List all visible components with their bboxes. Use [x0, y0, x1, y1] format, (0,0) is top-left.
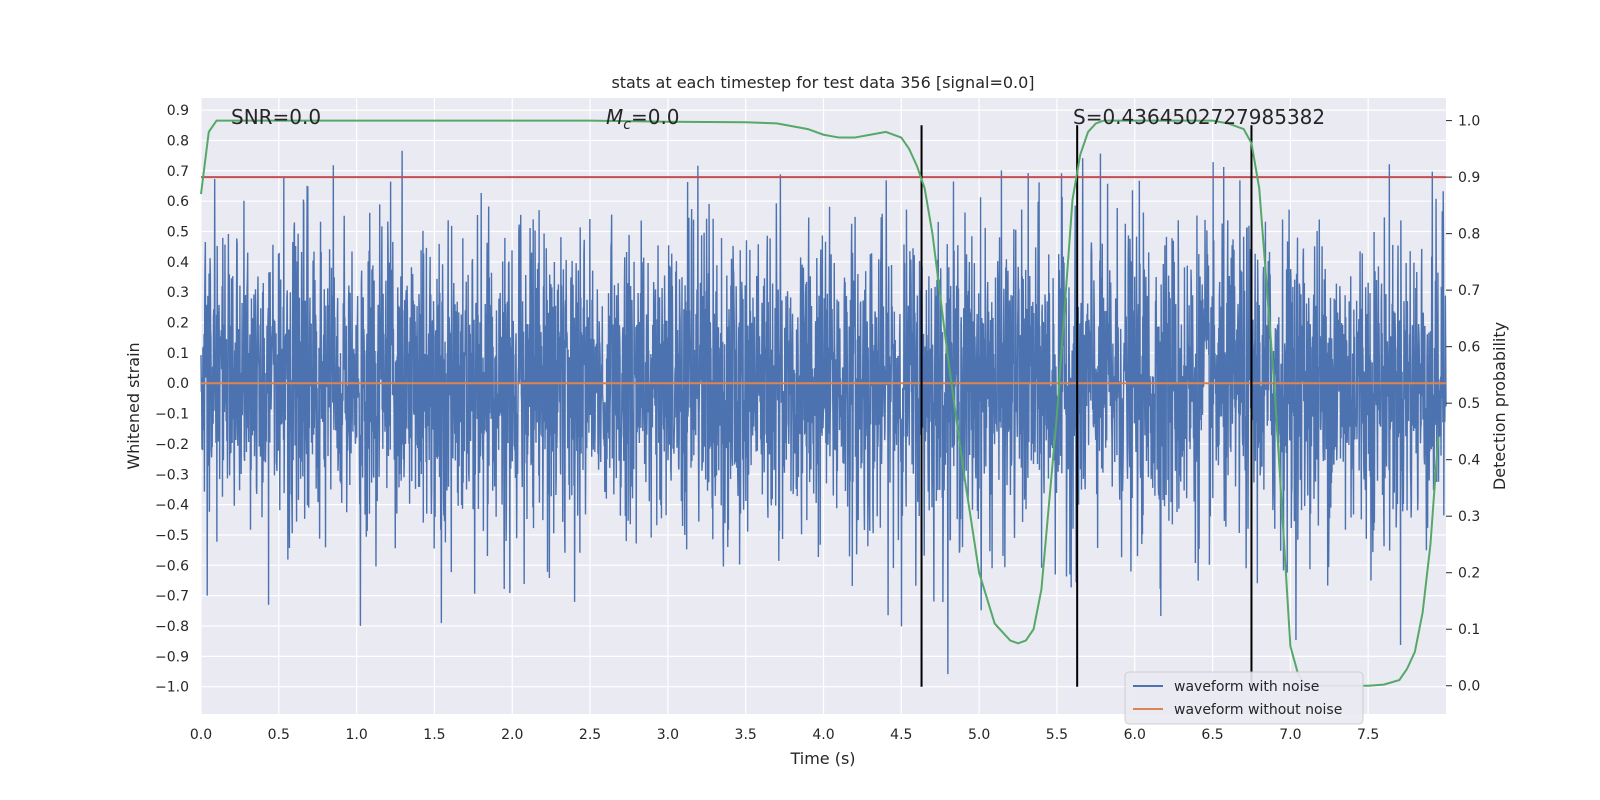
- y2-tick-labels: 1.0 0.9 0.8 0.7 0.6 0.5 0.4 0.3 0.2 0.1 0.0: [1446, 114, 1480, 695]
- y-tick-label-17: −0.8: [155, 619, 189, 635]
- y-tick-label-2: 0.7: [167, 164, 189, 180]
- y-tick-label-15: −0.6: [155, 558, 189, 574]
- x-tick-label-8: 4.0: [812, 727, 834, 743]
- y-tick-label-10: −0.1: [155, 407, 189, 423]
- y-tick-label-1: 0.8: [167, 133, 189, 149]
- legend-label-clean: waveform without noise: [1174, 702, 1342, 718]
- waveform-with-noise-line: [200, 150, 1447, 675]
- chirp-mass-subscript: c: [623, 117, 631, 133]
- x-tick-label-11: 5.5: [1046, 727, 1068, 743]
- y-tick-label-7: 0.2: [167, 316, 189, 332]
- chart-title: stats at each timestep for test data 356…: [611, 73, 1034, 92]
- x-tick-label-12: 6.0: [1124, 727, 1146, 743]
- y2-tick-label-0: 1.0: [1458, 114, 1480, 130]
- y2-tick-label-6: 0.4: [1458, 453, 1480, 469]
- y-tick-label-5: 0.4: [167, 255, 189, 271]
- y-tick-label-13: −0.4: [155, 498, 189, 514]
- legend: waveform with noise waveform without noi…: [1124, 671, 1364, 725]
- y-tick-label-14: −0.5: [155, 528, 189, 544]
- x-tick-labels: 0.0 0.5 1.0 1.5 2.0 2.5 3.0 3.5 4.0 4.5 5.0 5.5 6.0 6…: [190, 727, 1379, 743]
- y-tick-label-16: −0.7: [155, 589, 189, 605]
- y-tick-label-18: −0.9: [155, 649, 189, 665]
- y-tick-label-8: 0.1: [167, 346, 189, 362]
- y2-tick-label-3: 0.7: [1458, 283, 1480, 299]
- x-tick-label-2: 1.0: [345, 727, 367, 743]
- y-tick-label-19: −1.0: [155, 680, 189, 696]
- s-annotation: S=0.4364502727985382: [1073, 105, 1325, 129]
- y-tick-label-6: 0.3: [167, 285, 189, 301]
- x-tick-label-5: 2.5: [579, 727, 601, 743]
- x-tick-label-14: 7.0: [1279, 727, 1301, 743]
- vertical-markers: [920, 125, 1253, 687]
- waveform-with-noise-path: [200, 150, 1447, 675]
- x-tick-label-10: 5.0: [968, 727, 990, 743]
- chirp-mass-annotation: Mc=0.0: [606, 105, 680, 133]
- y2-tick-label-10: 0.0: [1458, 679, 1480, 695]
- y2-axis-label: Detection probability: [1490, 322, 1509, 490]
- x-tick-label-1: 0.5: [268, 727, 290, 743]
- x-axis-label: Time (s): [789, 749, 855, 768]
- x-tick-label-0: 0.0: [190, 727, 212, 743]
- x-tick-label-3: 1.5: [423, 727, 445, 743]
- x-tick-label-13: 6.5: [1201, 727, 1223, 743]
- x-tick-label-6: 3.0: [657, 727, 679, 743]
- snr-annotation: SNR=0.0: [231, 105, 321, 129]
- y-tick-label-12: −0.3: [155, 467, 189, 483]
- x-tick-label-7: 3.5: [735, 727, 757, 743]
- y2-tick-label-4: 0.6: [1458, 340, 1480, 356]
- chirp-mass-value: =0.0: [631, 105, 680, 129]
- y-tick-labels: 0.9 0.8 0.7 0.6 0.5 0.4 0.3 0.2 0.1 0.0 −0.1 −0.2 −0…: [155, 103, 189, 696]
- x-tick-label-15: 7.5: [1357, 727, 1379, 743]
- legend-box: [1124, 671, 1364, 725]
- y-tick-label-3: 0.6: [167, 194, 189, 210]
- y2-tick-label-7: 0.3: [1458, 509, 1480, 525]
- chirp-mass-symbol: M: [606, 105, 623, 129]
- y2-tick-label-1: 0.9: [1458, 170, 1480, 186]
- y-tick-label-4: 0.5: [167, 225, 189, 241]
- x-tick-label-4: 2.0: [501, 727, 523, 743]
- y-tick-label-11: −0.2: [155, 437, 189, 453]
- legend-label-noise: waveform with noise: [1174, 679, 1319, 695]
- y-tick-label-0: 0.9: [167, 103, 189, 119]
- y-tick-label-9: 0.0: [167, 376, 189, 392]
- y-axis-label: Whitened strain: [124, 342, 143, 469]
- y2-tick-label-8: 0.2: [1458, 566, 1480, 582]
- y2-tick-label-5: 0.5: [1458, 396, 1480, 412]
- y2-tick-label-2: 0.8: [1458, 227, 1480, 243]
- x-tick-label-9: 4.5: [890, 727, 912, 743]
- y2-tick-label-9: 0.1: [1458, 622, 1480, 638]
